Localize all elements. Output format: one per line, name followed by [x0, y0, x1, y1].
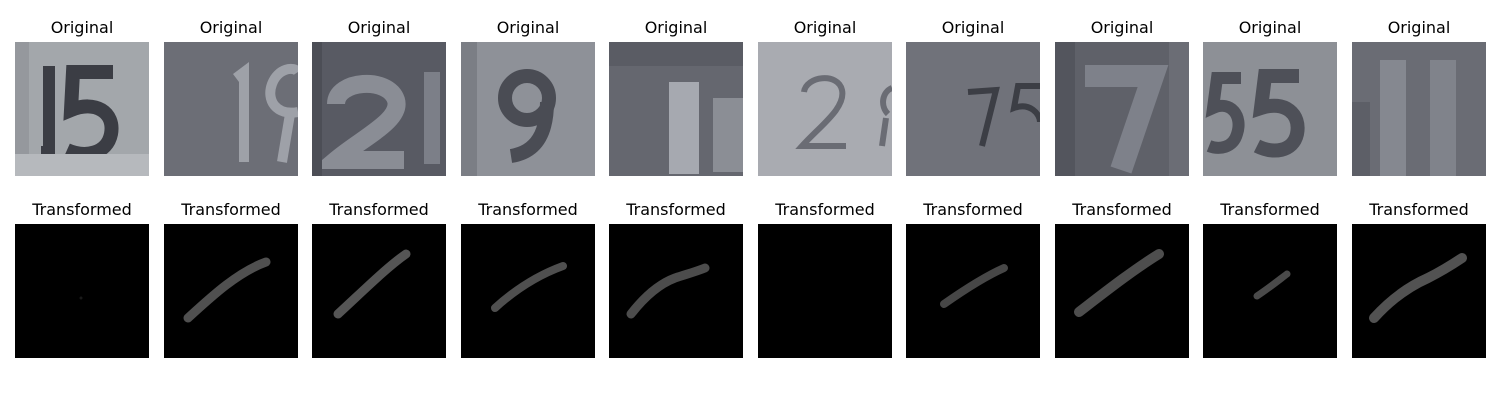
- image-grid: Original Original Original Original: [15, 0, 1487, 400]
- original-image-5: [609, 42, 743, 176]
- original-image-3: [312, 42, 446, 176]
- original-image-2: [164, 42, 298, 176]
- transformed-image-10: [1352, 224, 1486, 358]
- original-image-6: [758, 42, 892, 176]
- panel-title: Transformed: [923, 200, 1023, 219]
- panel-title: Original: [941, 18, 1005, 37]
- panel-title: Transformed: [1369, 200, 1469, 219]
- panel-title: Original: [644, 18, 708, 37]
- original-image-10: [1352, 42, 1486, 176]
- panel-title: Original: [199, 18, 263, 37]
- original-image-1: [15, 42, 149, 176]
- panel-title: Transformed: [775, 200, 875, 219]
- panel-title: Transformed: [626, 200, 726, 219]
- panel-title: Transformed: [478, 200, 578, 219]
- original-image-4: [461, 42, 595, 176]
- panel-title: Transformed: [32, 200, 132, 219]
- panel-title: Original: [1238, 18, 1302, 37]
- transformed-image-8: [1055, 224, 1189, 358]
- transformed-image-6: [758, 224, 892, 358]
- panel-title: Transformed: [329, 200, 429, 219]
- transformed-image-9: [1203, 224, 1337, 358]
- panel-title: Original: [347, 18, 411, 37]
- transformed-image-2: [164, 224, 298, 358]
- panel-title: Original: [496, 18, 560, 37]
- panel-title: Original: [793, 18, 857, 37]
- panel-title: Transformed: [1220, 200, 1320, 219]
- panel-title: Original: [50, 18, 114, 37]
- transformed-image-4: [461, 224, 595, 358]
- panel-title: Transformed: [1072, 200, 1172, 219]
- panel-title: Transformed: [181, 200, 281, 219]
- transformed-image-7: [906, 224, 1040, 358]
- transformed-image-5: [609, 224, 743, 358]
- panel-title: Original: [1090, 18, 1154, 37]
- transformed-image-1: [15, 224, 149, 358]
- transformed-image-3: [312, 224, 446, 358]
- original-image-9: [1203, 42, 1337, 176]
- original-image-7: [906, 42, 1040, 176]
- original-image-8: [1055, 42, 1189, 176]
- panel-title: Original: [1387, 18, 1451, 37]
